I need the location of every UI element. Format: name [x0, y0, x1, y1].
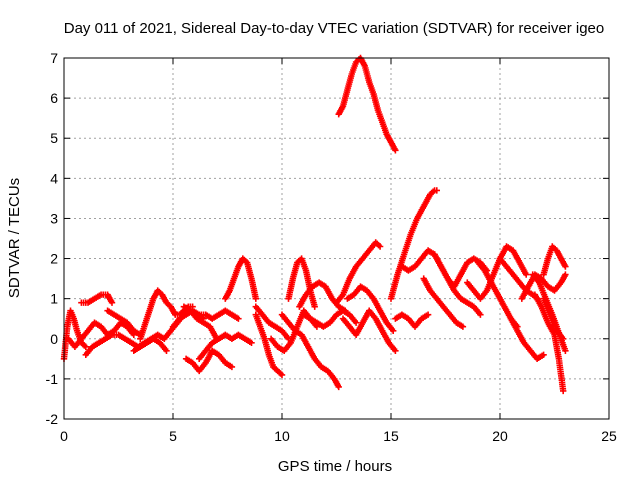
series-arc-14 — [252, 303, 292, 342]
series-arc-25 — [392, 311, 432, 330]
data-point-marks — [335, 54, 399, 154]
series-arc-36 — [540, 243, 569, 278]
y-tick-label: 3 — [50, 210, 58, 226]
data-point-marks — [180, 303, 220, 342]
series-arc-10 — [182, 347, 236, 375]
series-arc-03 — [78, 291, 116, 306]
series-arc-27 — [420, 275, 467, 330]
data-point-marks — [78, 291, 116, 306]
data-point-marks — [137, 287, 196, 342]
data-point-marks — [130, 335, 170, 354]
x-axis-label: GPS time / hours — [278, 458, 392, 475]
x-tick-label: 20 — [492, 428, 508, 444]
data-point-marks — [104, 307, 144, 338]
data-point-marks — [252, 311, 286, 379]
series-arc-05 — [104, 307, 144, 338]
x-tick-label: 0 — [60, 428, 68, 444]
series-arc-12 — [222, 255, 259, 302]
data-point-marks — [540, 243, 569, 278]
data-point-marks — [507, 315, 547, 362]
data-point-marks — [339, 307, 399, 354]
series-arc-23 — [344, 283, 397, 334]
y-tick-label: 4 — [50, 170, 58, 186]
data-point-marks — [431, 251, 491, 290]
x-tick-label: 15 — [383, 428, 399, 444]
y-tick-label: -2 — [46, 411, 59, 427]
y-tick-label: 7 — [50, 50, 58, 66]
series-arc-32 — [507, 315, 547, 362]
series-arc-24 — [387, 187, 440, 302]
series-arc-35 — [531, 291, 567, 395]
data-points — [60, 54, 569, 395]
series-arc-22 — [339, 307, 399, 354]
series-arc-13 — [252, 311, 286, 379]
data-point-marks — [420, 275, 467, 330]
y-tick-label: 6 — [50, 90, 58, 106]
y-tick-label: 0 — [50, 331, 58, 347]
data-point-marks — [252, 303, 292, 342]
series-arc-09 — [180, 303, 220, 342]
series-arc-17 — [278, 311, 342, 391]
y-axis-label: SDTVAR / TECUs — [6, 178, 23, 298]
series-arc-18 — [296, 279, 349, 314]
series-arc-19 — [300, 307, 360, 330]
data-point-marks — [531, 291, 567, 395]
tick-labels: 0 5 10 15 20 25 -2 -1 0 1 2 3 4 5 6 7 — [46, 50, 617, 444]
x-tick-label: 25 — [601, 428, 617, 444]
series-arc-28 — [431, 251, 491, 290]
data-point-marks — [300, 307, 360, 330]
series-arc-21 — [335, 54, 399, 154]
series-arc-11 — [196, 331, 255, 362]
data-point-marks — [222, 255, 259, 302]
data-point-marks — [392, 311, 432, 330]
series-arc-37 — [540, 295, 567, 342]
y-tick-label: 5 — [50, 130, 58, 146]
data-point-marks — [333, 239, 384, 306]
data-point-marks — [296, 279, 349, 314]
data-point-marks — [344, 283, 397, 334]
data-point-marks — [278, 311, 342, 391]
x-tick-label: 5 — [169, 428, 177, 444]
data-point-marks — [540, 295, 567, 342]
data-point-marks — [387, 187, 440, 302]
series-arc-06 — [137, 287, 196, 342]
y-tick-label: 1 — [50, 291, 58, 307]
chart-title: Day 011 of 2021, Sidereal Day-to-day VTE… — [64, 20, 605, 37]
series-arc-20 — [333, 239, 384, 306]
y-tick-label: -1 — [46, 371, 59, 387]
plot-frame — [63, 57, 610, 420]
data-point-marks — [196, 331, 255, 362]
x-tick-label: 10 — [274, 428, 290, 444]
series-arc-07 — [130, 335, 170, 354]
y-tick-label: 2 — [50, 251, 58, 267]
data-point-marks — [182, 347, 236, 375]
